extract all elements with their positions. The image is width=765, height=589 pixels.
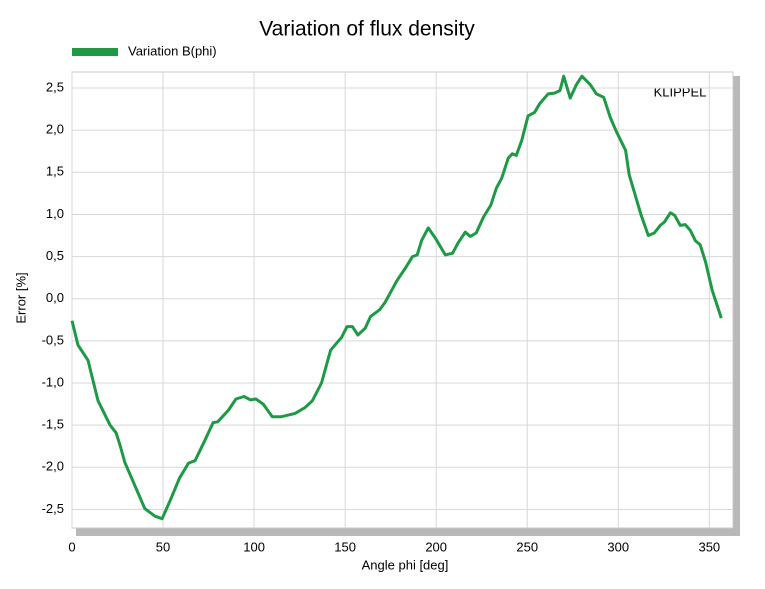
data-line bbox=[70, 74, 723, 521]
y-tick-label: -2,5 bbox=[42, 501, 64, 516]
x-tick-label: 50 bbox=[156, 539, 170, 554]
y-tick-label: 1,5 bbox=[46, 164, 64, 179]
plot-area bbox=[71, 71, 734, 529]
y-tick-label: 2,0 bbox=[46, 122, 64, 137]
legend-label: Variation B(phi) bbox=[128, 43, 217, 58]
y-tick-label: 1,0 bbox=[46, 206, 64, 221]
x-tick-label: 250 bbox=[516, 539, 538, 554]
y-tick-label: -1,5 bbox=[42, 417, 64, 432]
y-tick-label: 2,5 bbox=[46, 79, 64, 94]
x-tick-label: 200 bbox=[425, 539, 447, 554]
y-tick-label: -0,5 bbox=[42, 332, 64, 347]
y-tick-label: -2,0 bbox=[42, 459, 64, 474]
y-axis-label: Error [%] bbox=[13, 272, 28, 323]
y-tick-label: -1,0 bbox=[42, 374, 64, 389]
x-tick-label: 300 bbox=[607, 539, 629, 554]
plot-shadow bbox=[76, 528, 740, 536]
x-axis-label: Angle phi [deg] bbox=[362, 557, 449, 572]
x-tick-label: 100 bbox=[243, 539, 265, 554]
legend-swatch bbox=[72, 48, 118, 56]
chart-title: Variation of flux density bbox=[259, 18, 475, 41]
y-tick-label: 0,5 bbox=[46, 248, 64, 263]
y-tick-label: 0,0 bbox=[46, 290, 64, 305]
x-tick-label: 350 bbox=[698, 539, 720, 554]
annotation: KLIPPEL bbox=[654, 84, 707, 99]
plot-shadow bbox=[733, 76, 740, 536]
x-tick-label: 150 bbox=[334, 539, 356, 554]
x-tick-label: 0 bbox=[68, 539, 75, 554]
